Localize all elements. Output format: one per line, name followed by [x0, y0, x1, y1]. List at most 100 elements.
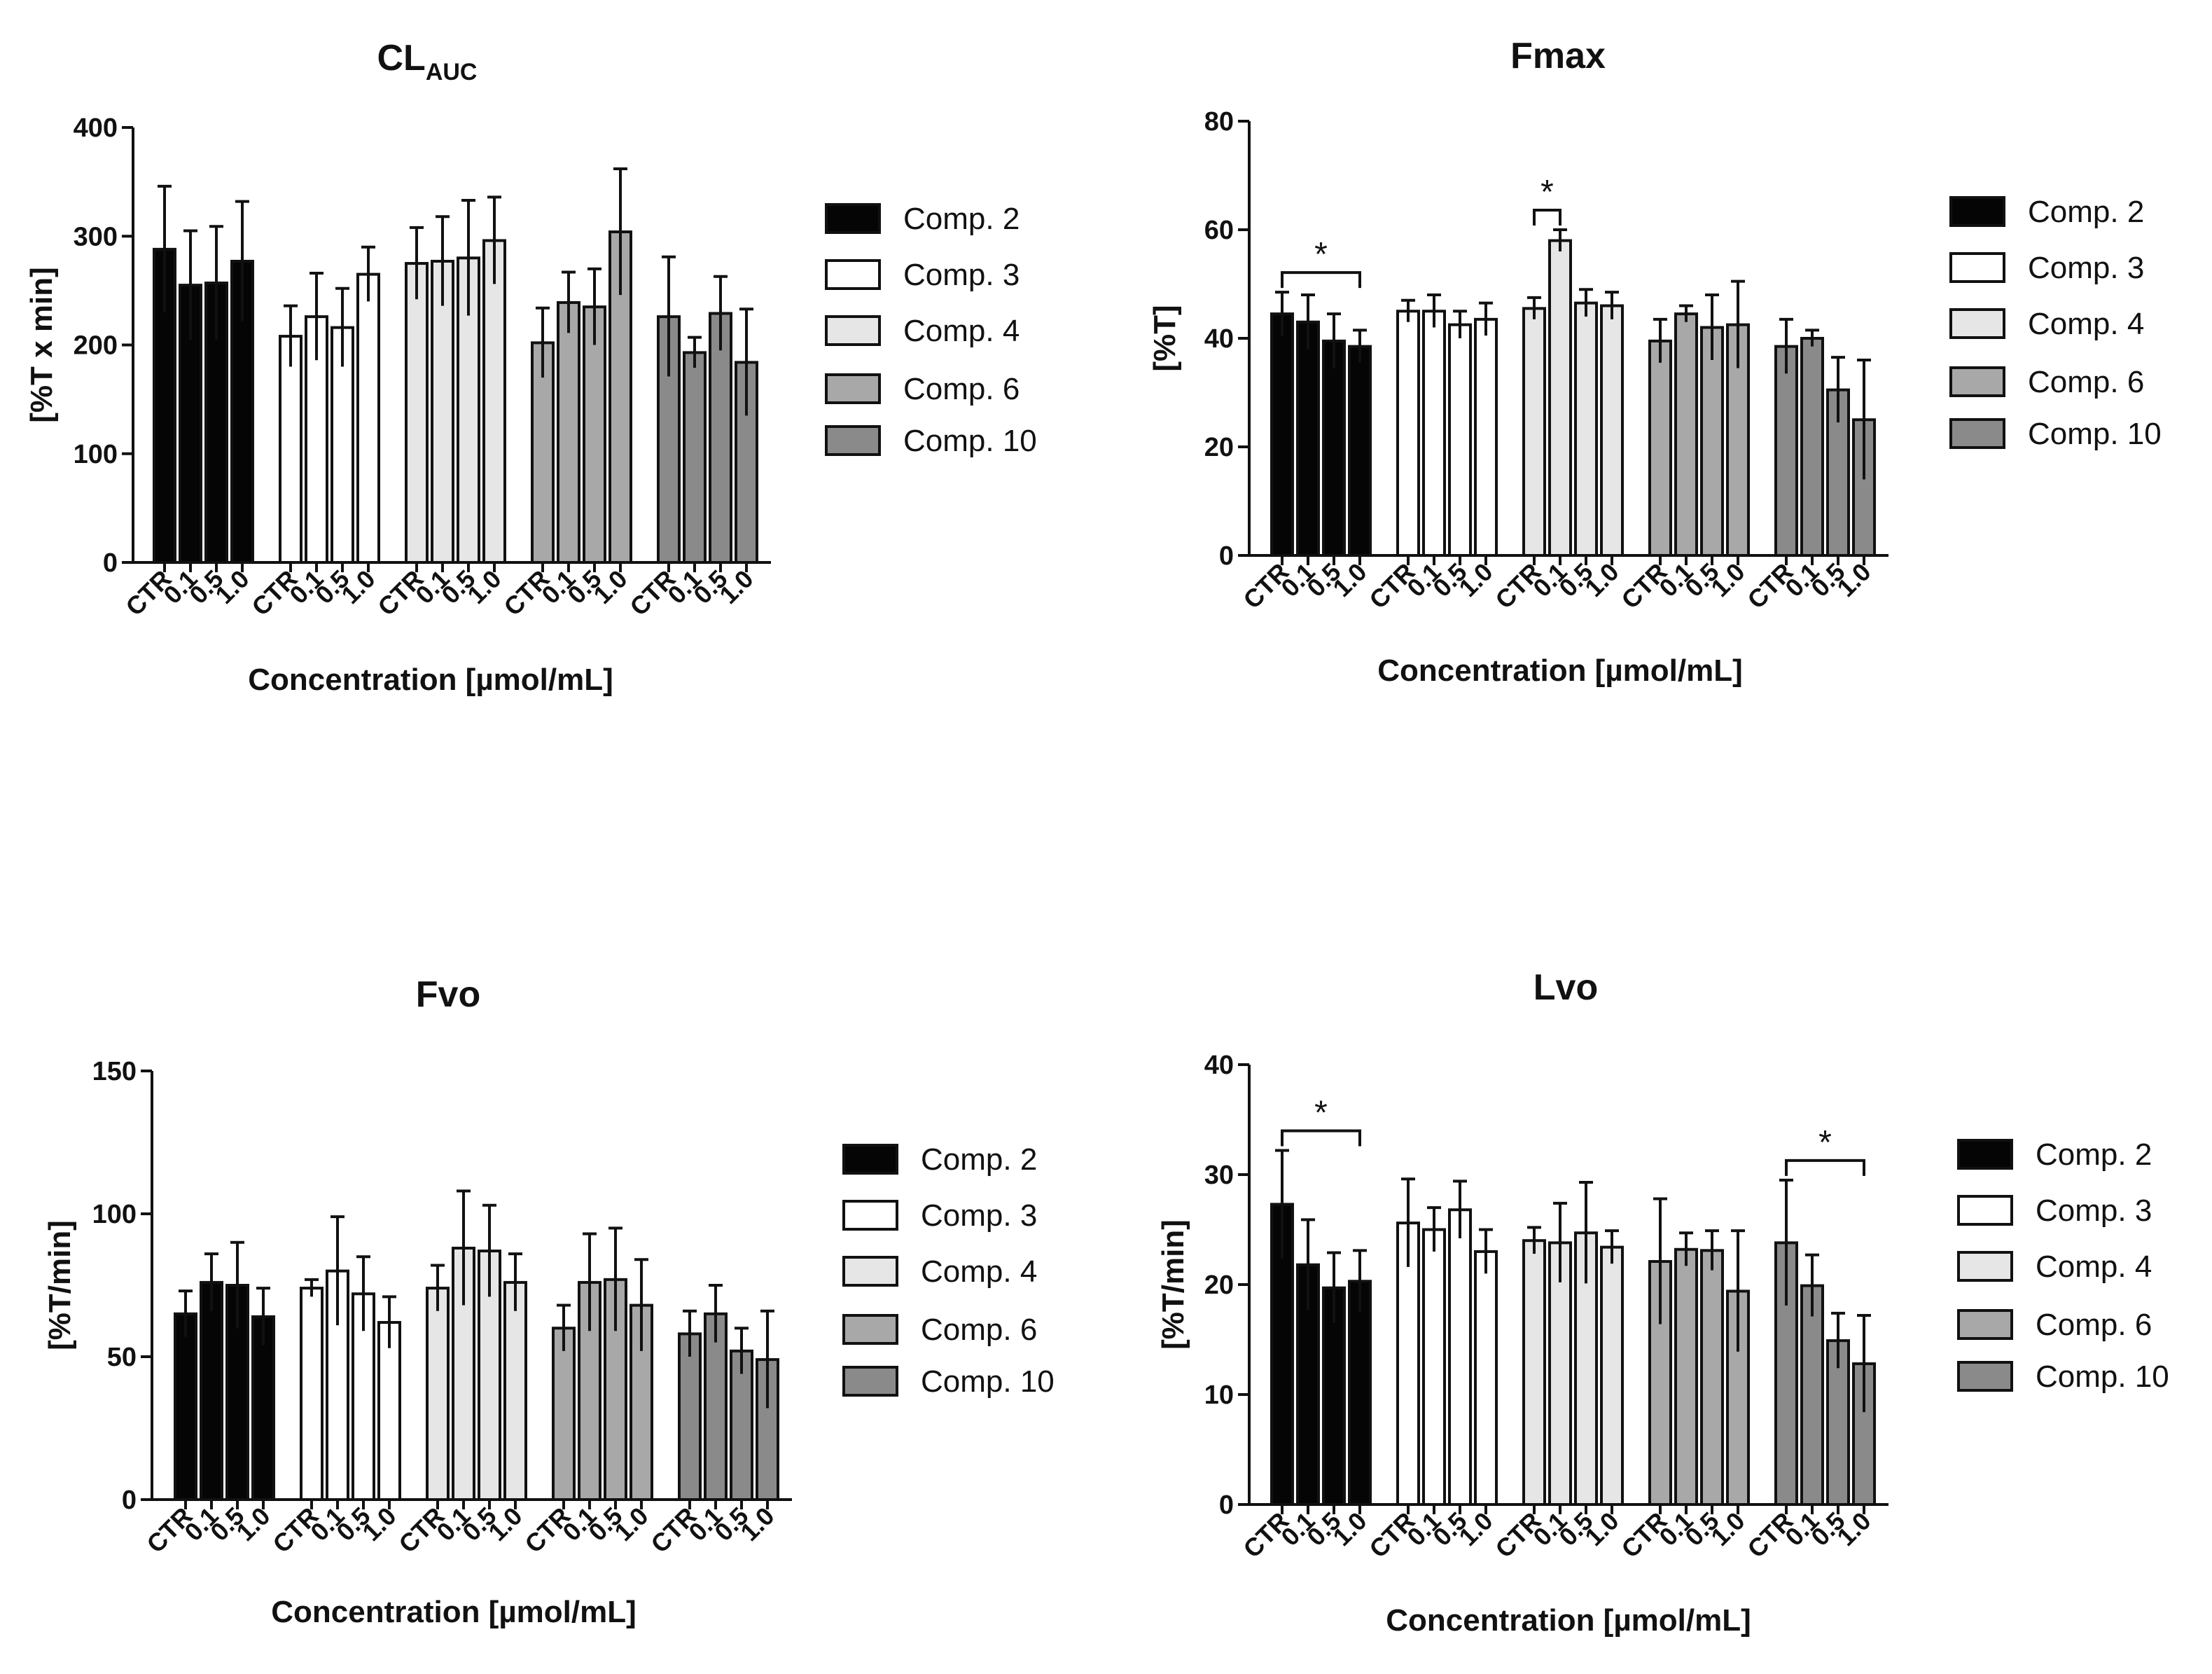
legend-label: Comp. 10	[2036, 1360, 2169, 1394]
legend-label: Comp. 6	[903, 372, 1020, 406]
y-tick-label: 100	[92, 1200, 137, 1229]
chart-title-main: Fvo	[416, 974, 480, 1015]
bar-comp3-0	[279, 335, 302, 564]
y-tick-label: 20	[1204, 433, 1234, 462]
legend-label: Comp. 10	[921, 1364, 1055, 1399]
legend-label: Comp. 4	[2028, 307, 2144, 341]
legend-swatch	[842, 1256, 898, 1287]
legend-swatch	[1949, 366, 2005, 397]
bar-comp6-2	[583, 305, 606, 564]
bar-comp3-0	[1396, 310, 1420, 557]
significance-star: *	[1818, 1124, 1832, 1161]
legend-swatch	[825, 425, 881, 456]
bar-comp4-0	[426, 1287, 450, 1501]
x-axis-label: Concentration [µmol/mL]	[1386, 1603, 1751, 1638]
bar-comp2-2	[1322, 339, 1346, 557]
y-tick-label: 0	[1219, 1490, 1234, 1520]
y-tick-label: 30	[1204, 1161, 1234, 1190]
x-axis-label: Concentration [µmol/mL]	[271, 1595, 637, 1629]
legend-label: Comp. 4	[2036, 1250, 2152, 1284]
chart-title: Fmax	[1510, 36, 1606, 76]
legend-label: Comp. 2	[2036, 1137, 2152, 1172]
y-axis-label: [%T]	[1148, 305, 1182, 371]
chart-title: CLAUC	[377, 38, 478, 85]
chart-title: Lvo	[1533, 967, 1598, 1008]
bar-comp10-1	[1800, 1284, 1824, 1506]
legend-swatch	[1957, 1361, 2013, 1392]
legend-swatch	[825, 315, 881, 346]
legend-label: Comp. 6	[2036, 1308, 2152, 1342]
bar-comp3-2	[1448, 1208, 1472, 1506]
legend-swatch	[1957, 1251, 2013, 1282]
y-tick-label: 50	[107, 1343, 137, 1372]
x-axis-label: Concentration [µmol/mL]	[248, 663, 613, 697]
legend-swatch	[1949, 308, 2005, 339]
y-tick-label: 0	[122, 1486, 137, 1515]
bar-comp10-2	[709, 312, 732, 564]
legend-label: Comp. 3	[2028, 251, 2144, 285]
y-tick-label: 200	[74, 331, 118, 361]
bar-comp3-1	[1422, 310, 1446, 557]
significance-star: *	[1314, 1094, 1328, 1131]
y-tick-label: 150	[92, 1057, 137, 1086]
legend-swatch	[1957, 1139, 2013, 1170]
bar-comp3-2	[1448, 323, 1472, 557]
bar-comp6-0	[552, 1327, 576, 1501]
y-tick-label: 0	[1219, 541, 1234, 571]
legend-swatch	[1949, 196, 2005, 227]
bar-comp2-3	[251, 1315, 275, 1501]
y-axis-label: [%T x min]	[25, 267, 59, 422]
bar-comp4-0	[1522, 1239, 1546, 1506]
y-tick-label: 0	[103, 548, 118, 578]
x-axis-label: Concentration [µmol/mL]	[1377, 653, 1743, 688]
legend-swatch	[842, 1366, 898, 1397]
legend-label: Comp. 2	[921, 1142, 1037, 1177]
bar-comp6-0	[1648, 339, 1672, 557]
bar-comp10-0	[1774, 1241, 1798, 1506]
chart-title: Fvo	[416, 974, 480, 1015]
significance-bracket	[1281, 1129, 1361, 1147]
y-tick-label: 40	[1204, 1051, 1234, 1080]
bar-comp3-3	[1474, 317, 1498, 557]
chart-title-main: CL	[377, 38, 426, 78]
bar-comp6-1	[1674, 312, 1698, 557]
legend-label: Comp. 10	[903, 424, 1037, 458]
bar-comp4-3	[1600, 1245, 1624, 1506]
bar-comp6-2	[1700, 1249, 1724, 1506]
legend-swatch	[1957, 1195, 2013, 1226]
legend-swatch	[825, 259, 881, 290]
legend-swatch	[825, 373, 881, 404]
y-tick-label: 20	[1204, 1271, 1234, 1300]
chart-panel-2: Fmax 0 20 40 60 80 [%T] Concentration [µmol/mL]…	[1148, 36, 2162, 688]
legend-swatch	[1949, 252, 2005, 283]
bar-comp3-3	[1474, 1250, 1498, 1507]
bar-comp4-1	[431, 259, 454, 564]
bar-comp10-1	[704, 1312, 728, 1502]
legend-swatch	[842, 1314, 898, 1345]
chart-panel-4: Lvo 0 10 20 30 40 [%T/min] Concentration [µmol/…	[1156, 967, 2169, 1638]
significance-bracket	[1533, 209, 1561, 226]
y-tick-label: 300	[74, 222, 118, 251]
y-tick-label: 100	[74, 440, 118, 469]
legend-swatch	[842, 1144, 898, 1175]
legend-label: Comp. 2	[903, 202, 1020, 236]
bar-comp2-0	[174, 1312, 197, 1502]
bar-comp10-0	[678, 1332, 702, 1501]
bar-comp2-1	[1296, 320, 1320, 557]
y-tick-label: 60	[1204, 216, 1234, 245]
y-tick-label: 80	[1204, 107, 1234, 137]
significance-bracket	[1281, 271, 1361, 289]
bar-comp6-1	[1674, 1247, 1698, 1506]
bar-comp3-1	[1422, 1228, 1446, 1506]
legend-swatch	[825, 203, 881, 234]
significance-star: *	[1540, 174, 1554, 211]
legend-label: Comp. 3	[2036, 1194, 2152, 1228]
bar-comp10-1	[1800, 337, 1824, 557]
bar-comp10-0	[1774, 345, 1798, 557]
bar-comp3-3	[356, 272, 380, 564]
legend-swatch	[1949, 418, 2005, 449]
y-axis-label: [%T/min]	[1156, 1219, 1190, 1350]
y-axis-label: [%T/min]	[43, 1220, 77, 1350]
bar-comp2-3	[1348, 345, 1372, 557]
